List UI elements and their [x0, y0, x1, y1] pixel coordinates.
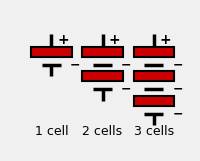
Text: −: −: [70, 58, 80, 71]
Text: +: +: [109, 33, 120, 47]
Text: −: −: [172, 83, 183, 96]
Text: 2 cells: 2 cells: [82, 125, 123, 138]
Text: 3 cells: 3 cells: [134, 125, 174, 138]
Bar: [134, 96, 174, 106]
Text: −: −: [172, 58, 183, 71]
Bar: [82, 71, 123, 81]
Text: −: −: [172, 108, 183, 121]
Bar: [82, 47, 123, 57]
Bar: [134, 47, 174, 57]
Text: −: −: [121, 83, 132, 96]
Bar: [31, 47, 72, 57]
Text: +: +: [160, 33, 171, 47]
Text: +: +: [58, 33, 69, 47]
Text: 1 cell: 1 cell: [35, 125, 68, 138]
Bar: [134, 71, 174, 81]
Text: −: −: [121, 58, 132, 71]
